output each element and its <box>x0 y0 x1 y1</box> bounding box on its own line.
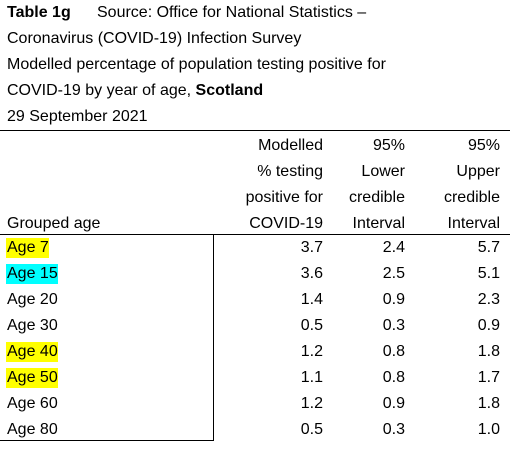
column-header: credible <box>443 189 500 206</box>
row-label: Age 15 <box>6 264 58 284</box>
cell-value: 1.1 <box>300 369 323 386</box>
cell-value: 2.5 <box>382 265 405 282</box>
cell-value: 2.3 <box>477 291 500 308</box>
row-label: Age 50 <box>6 368 58 388</box>
source: Source: Office for National Statistics – <box>97 4 367 21</box>
cell-value: 5.1 <box>477 265 500 282</box>
row-label: Age 80 <box>7 421 58 438</box>
description: Modelled percentage of population testin… <box>7 56 386 73</box>
description: COVID-19 by year of age, Scotland <box>7 81 263 101</box>
column-header: COVID-19 <box>249 215 323 232</box>
cell-value: 1.8 <box>477 395 500 412</box>
row-label: Age 60 <box>7 395 58 412</box>
column-header: positive for <box>245 189 323 206</box>
column-header: credible <box>348 189 405 206</box>
column-header: Upper <box>456 163 500 180</box>
date: 29 September 2021 <box>7 108 148 125</box>
column-header: 95% <box>372 137 405 154</box>
cell-value: 3.6 <box>300 265 323 282</box>
cell-value: 1.2 <box>300 343 323 360</box>
rule <box>0 234 510 235</box>
column-header: Lower <box>361 163 405 180</box>
cell-value: 0.3 <box>382 421 405 438</box>
cell-value: 0.9 <box>477 317 500 334</box>
column-header: Modelled <box>258 137 323 154</box>
cell-value: 0.9 <box>382 291 405 308</box>
description: COVID-19 by year of age, <box>7 82 192 99</box>
rule <box>213 234 214 440</box>
column-header: % testing <box>257 163 323 180</box>
row-label: Age 20 <box>7 291 58 308</box>
region: Scotland <box>195 82 264 99</box>
cell-value: 0.8 <box>382 343 405 360</box>
cell-value: 1.7 <box>477 369 500 386</box>
cell-value: 1.8 <box>477 343 500 360</box>
cell-value: 1.2 <box>300 395 323 412</box>
cell-value: 5.7 <box>477 239 500 256</box>
cell-value: 0.9 <box>382 395 405 412</box>
column-header: Interval <box>447 215 500 232</box>
cell-value: 1.0 <box>477 421 500 438</box>
cell-value: 0.5 <box>300 421 323 438</box>
row-label: Age 7 <box>6 238 49 258</box>
cell-value: 2.4 <box>382 239 405 256</box>
cell-value: 1.4 <box>300 291 323 308</box>
cell-value: 0.5 <box>300 317 323 334</box>
survey: Coronavirus (COVID-19) Infection Survey <box>7 30 302 47</box>
table-label: Table 1g <box>7 4 71 21</box>
column-header: Interval <box>352 215 405 232</box>
column-header: Grouped age <box>7 215 101 232</box>
cell-value: 3.7 <box>300 239 323 256</box>
cell-value: 0.3 <box>382 317 405 334</box>
row-label: Age 30 <box>7 317 58 334</box>
rule <box>0 440 214 441</box>
rule <box>0 130 510 131</box>
cell-value: 0.8 <box>382 369 405 386</box>
row-label: Age 40 <box>6 342 58 362</box>
column-header: 95% <box>467 137 500 154</box>
